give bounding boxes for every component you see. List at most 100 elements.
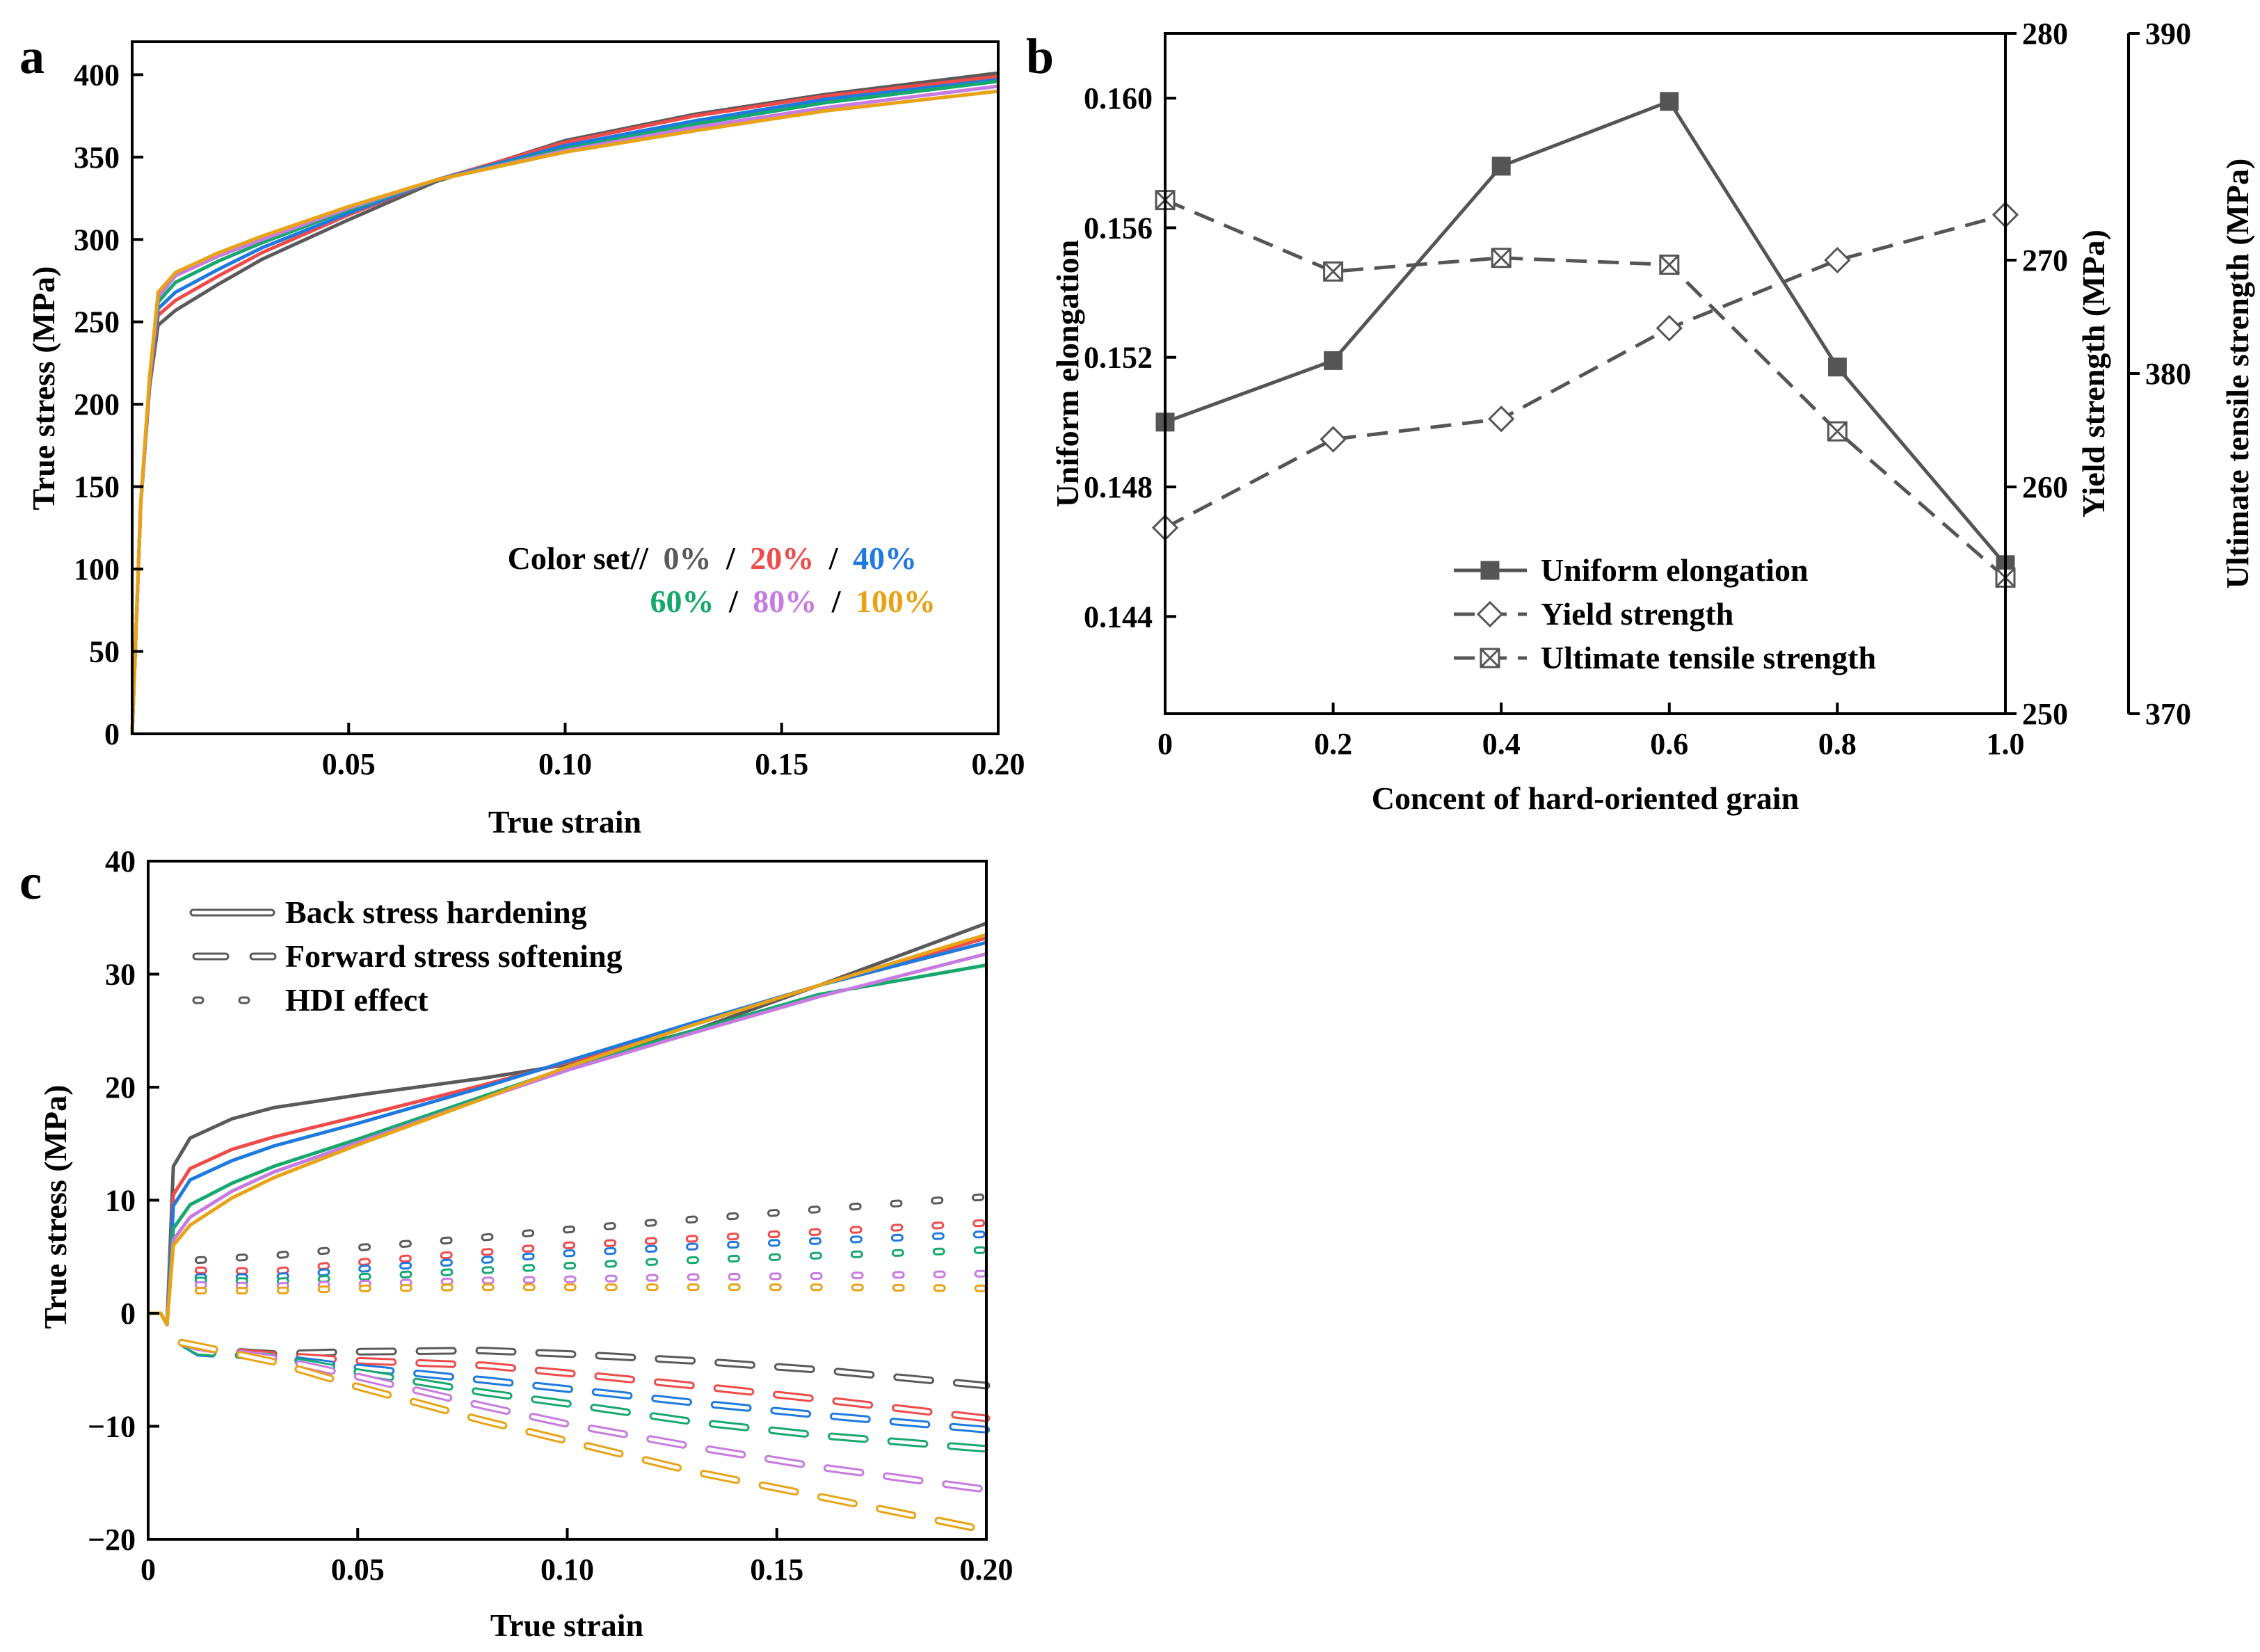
panel-c-ylabel: True stress (MPa) [38,1085,73,1329]
panel-a-axes: 0.05 0.10 0.15 0.20 0 50 100 150 200 250 300 350 400 [74,58,1025,781]
c-ytick-label: 40 [105,844,136,879]
b-ytick-right2-label: 390 [2145,17,2191,51]
panel-b-ylabel: Uniform elongation [1050,240,1085,508]
point-b-ultimate-tensile-strength-cross2 [1659,255,1679,275]
b-ytick-label: 0.152 [1084,341,1153,375]
panel-a-ylabel: True stress (MPa) [26,266,61,511]
panel-a-curves [130,71,999,735]
curve-c-hdi-effect-0-inner [196,1195,988,1262]
series-b-uniform-elongation [1164,99,2007,566]
legend-c-forward-stress: Forward stress softening [285,938,623,974]
point-b-yield-strength [1488,406,1515,433]
series-b-ultimate-tensile-strength [1164,198,2007,579]
curve-c-hdi-effect-100-inner [196,1285,988,1292]
point-b-ultimate-tensile-strength-cross2 [1323,262,1343,282]
curve-c-hdi-effect-60-inner [196,1248,988,1284]
panel-b-plot-frame [1164,32,2007,715]
a-ytick-label: 150 [74,470,120,504]
b-ytick-right2-label: 370 [2145,697,2191,731]
c-ytick-label: −10 [88,1410,136,1444]
curve-c-forward-stress-softening-20-inner [179,1340,988,1420]
panel-a-legend: Color set// 0% / 20% / 40% 60% / 80% / 1… [508,540,936,619]
legend-a-80: 80% [753,584,817,619]
panel-b-xlabel: Concent of hard-oriented grain [1372,780,1800,816]
legend-b-marker-uniform-elongation [1480,561,1500,580]
panel-c-letter: c [19,854,42,910]
a-xtick-label: 0.05 [322,747,376,781]
point-b-uniform-elongation [1827,358,1847,377]
curve-a-60 [130,79,999,735]
legend-c-back-stress: Back stress hardening [285,895,587,930]
point-b-uniform-elongation [1660,92,1679,111]
b-xtick-label: 0 [1157,727,1173,761]
curve-c-forward-stress-softening-60-inner [179,1340,988,1451]
b-ytick-right-label: 270 [2022,243,2068,278]
panel-c-curves [148,922,991,1534]
curve-c-forward-stress-softening-80-inner [179,1340,988,1491]
panel-b-ylabel-right2: Ultimate tensile strength (MPa) [2220,159,2255,589]
curve-c-hdi-effect-80-inner [196,1272,988,1288]
a-xtick-label: 0.10 [538,747,592,781]
curve-a-100 [130,89,999,735]
b-ytick-label: 0.148 [1084,470,1153,504]
c-ytick-label: 30 [105,958,136,992]
panel-b-axes: 0 0.2 0.4 0.6 0.8 1.0 0.144 0.148 0.152 0.156 0.16… [1084,17,2191,761]
b-ytick-right-label: 260 [2022,470,2068,504]
legend-b-yield-strength: Yield strength [1541,596,1733,632]
legend-a-sep2: / [828,540,839,576]
legend-a-sep3: / [728,584,739,619]
a-ytick-label: 350 [74,141,120,175]
c-ytick-label: 20 [105,1070,136,1105]
c-ytick-label: 0 [120,1297,136,1331]
panel-c-axes: 0 0.05 0.10 0.15 0.20 −20 −10 0 10 20 30 40 [88,844,1013,1587]
panel-b-ylabel-right: Yield strength (MPa) [2076,230,2111,518]
curve-c-back-stress-hardening-100 [148,933,987,1326]
point-b-uniform-elongation [1324,351,1343,370]
series-b-yield-strength [1164,213,2006,529]
a-ytick-label: 400 [74,58,120,92]
a-ytick-label: 250 [74,305,120,339]
b-xtick-label: 1.0 [1987,727,2025,761]
curve-c-hdi-effect-40 [194,1230,991,1281]
b-ytick-right-label: 280 [2022,17,2068,51]
panel-c-legend: Back stress hardening Forward stress sof… [189,895,623,1018]
panel-a-letter: a [19,29,45,84]
legend-a-sep1: / [726,540,736,576]
legend-b-uts: Ultimate tensile strength [1541,640,1876,675]
point-b-yield-strength [1320,426,1347,453]
legend-a-line2: 60% / 80% / 100% [650,584,936,619]
a-xtick-label: 0.15 [755,747,808,781]
b-xtick-label: 0.6 [1650,727,1688,761]
b-ytick-label: 0.156 [1084,211,1153,245]
curve-c-forward-stress-softening-0-inner [179,1340,988,1388]
legend-b-uniform-elongation: Uniform elongation [1541,552,1809,588]
panel-b-series [1151,92,2019,588]
curve-a-40 [130,78,999,735]
c-ytick-label: −20 [88,1523,136,1557]
curve-a-80 [130,84,999,735]
curve-c-forward-stress-softening-20 [177,1338,991,1422]
curve-c-hdi-effect-60 [194,1246,991,1286]
a-ytick-label: 200 [74,387,120,422]
b-ytick-right-label: 250 [2022,697,2068,731]
legend-a-0: 0% [663,540,711,576]
curve-c-forward-stress-softening-40-inner [179,1340,988,1432]
legend-c-hdi: HDI effect [285,982,428,1018]
point-b-ultimate-tensile-strength-cross2 [1491,248,1512,268]
legend-a-60: 60% [650,584,714,619]
panel-c-xlabel: True strain [490,1607,643,1643]
panel-b-legend: Uniform elongation Yield strength Ultima… [1454,552,1876,675]
b-xtick-label: 0.4 [1482,727,1521,761]
panel-b-letter: b [1026,29,1054,84]
point-b-ultimate-tensile-strength-cross2 [1827,422,1848,442]
curve-c-forward-stress-softening-100-inner [179,1340,988,1532]
panel-a-xlabel: True strain [488,804,641,840]
curve-c-forward-stress-softening-60 [177,1338,991,1453]
a-ytick-label: 100 [74,552,120,586]
curve-c-hdi-effect-20 [194,1219,991,1276]
legend-a-line1: Color set// 0% / 20% / 40% [508,540,917,576]
legend-a-sep4: / [831,584,842,619]
a-ytick-label: 50 [89,635,120,669]
a-xtick-label: 0.20 [972,747,1025,781]
